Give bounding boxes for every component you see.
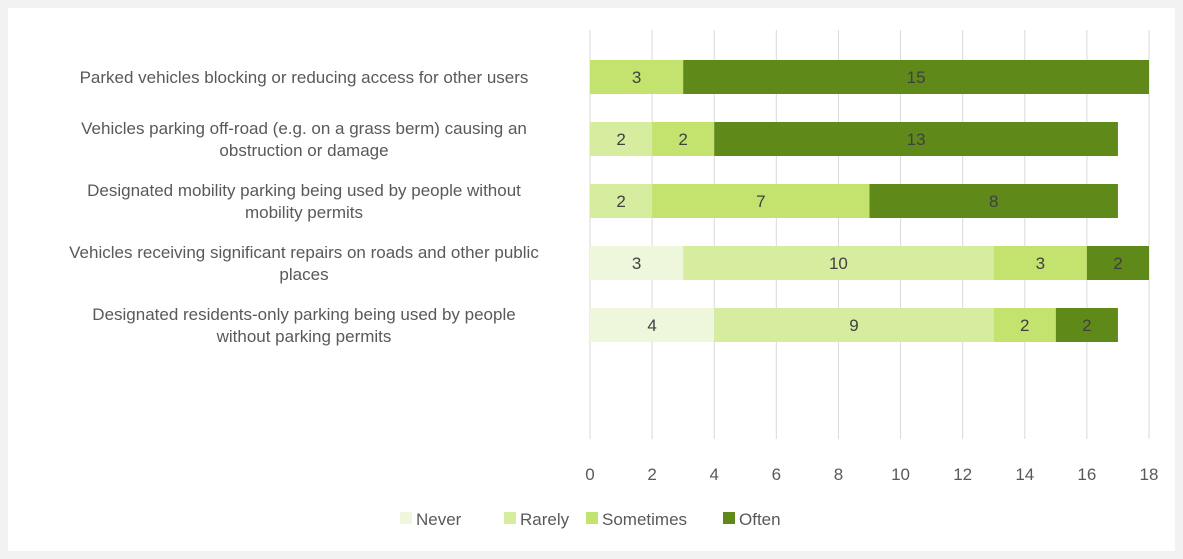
data-label: 2 (1020, 316, 1029, 335)
bar-segment (590, 60, 684, 94)
bar-segment (683, 246, 994, 280)
legend-swatch (723, 512, 735, 524)
stacked-bar-chart: 3 15 2 2 13 2 7 8 3 10 3 2 4 9 2 2 Parked vehicles bloc… (69, 30, 1158, 529)
x-tick-label: 10 (891, 465, 910, 484)
bar-segment (590, 246, 684, 280)
legend-label: Rarely (520, 510, 570, 529)
bar-segment (1086, 246, 1149, 280)
data-label: 10 (829, 254, 848, 273)
legend: Never Rarely Sometimes Often (400, 510, 781, 529)
data-label: 2 (616, 192, 625, 211)
legend-swatch (504, 512, 516, 524)
x-tick-label: 4 (709, 465, 718, 484)
bar-segment (590, 122, 653, 156)
x-tick-label: 6 (772, 465, 781, 484)
category-label-line: Parked vehicles blocking or reducing acc… (80, 68, 529, 87)
x-tick-label: 14 (1015, 465, 1034, 484)
bar-segment (869, 184, 1118, 218)
category-label-line: obstruction or damage (219, 141, 388, 160)
legend-label: Never (416, 510, 462, 529)
data-label: 9 (849, 316, 858, 335)
bar-segment (1055, 308, 1118, 342)
x-tick-label: 0 (585, 465, 594, 484)
chart-container: 3 15 2 2 13 2 7 8 3 10 3 2 4 9 2 2 Parked vehicles bloc… (8, 8, 1175, 551)
data-label: 2 (678, 130, 687, 149)
legend-swatch (400, 512, 412, 524)
data-label: 2 (1113, 254, 1122, 273)
category-labels: Parked vehicles blocking or reducing acc… (69, 68, 539, 346)
category-label: Vehicles receiving significant repairs o… (69, 243, 539, 284)
category-label: Vehicles parking off-road (e.g. on a gra… (81, 119, 527, 160)
legend-label: Sometimes (602, 510, 687, 529)
x-tick-label: 8 (834, 465, 843, 484)
bar-segment (714, 308, 994, 342)
category-label-line: Vehicles parking off-road (e.g. on a gra… (81, 119, 527, 138)
category-label: Designated mobility parking being used b… (87, 181, 521, 222)
category-label: Designated residents-only parking being … (92, 305, 515, 346)
category-label-line: Designated mobility parking being used b… (87, 181, 521, 200)
data-label: 4 (647, 316, 656, 335)
data-label: 15 (907, 68, 926, 87)
bar-segment (652, 122, 715, 156)
category-label: Parked vehicles blocking or reducing acc… (80, 68, 529, 87)
x-tick-label: 18 (1140, 465, 1159, 484)
legend-label: Often (739, 510, 781, 529)
data-label: 3 (632, 68, 641, 87)
data-label: 7 (756, 192, 765, 211)
data-label: 2 (616, 130, 625, 149)
category-label-line: places (279, 265, 328, 284)
data-label: 2 (1082, 316, 1091, 335)
x-tick-label: 16 (1077, 465, 1096, 484)
data-label: 3 (632, 254, 641, 273)
bar-segment (683, 60, 1149, 94)
category-label-line: Designated residents-only parking being … (92, 305, 515, 324)
bar-segment (590, 184, 653, 218)
bar-segment (993, 308, 1056, 342)
gridlines (589, 30, 1150, 439)
bar-segment (993, 246, 1087, 280)
data-label: 3 (1036, 254, 1045, 273)
data-label: 8 (989, 192, 998, 211)
bar-segment (652, 184, 870, 218)
category-label-line: mobility permits (245, 203, 363, 222)
category-label-line: Vehicles receiving significant repairs o… (69, 243, 539, 262)
x-tick-label: 12 (953, 465, 972, 484)
bar-segment (590, 308, 715, 342)
x-axis-ticks: 0 2 4 6 8 10 12 14 16 18 (585, 465, 1158, 484)
data-label: 13 (907, 130, 926, 149)
x-tick-label: 2 (647, 465, 656, 484)
category-label-line: without parking permits (216, 327, 392, 346)
bar-segment (714, 122, 1118, 156)
legend-swatch (586, 512, 598, 524)
bars: 3 15 2 2 13 2 7 8 3 10 3 2 4 9 2 2 (590, 60, 1149, 342)
